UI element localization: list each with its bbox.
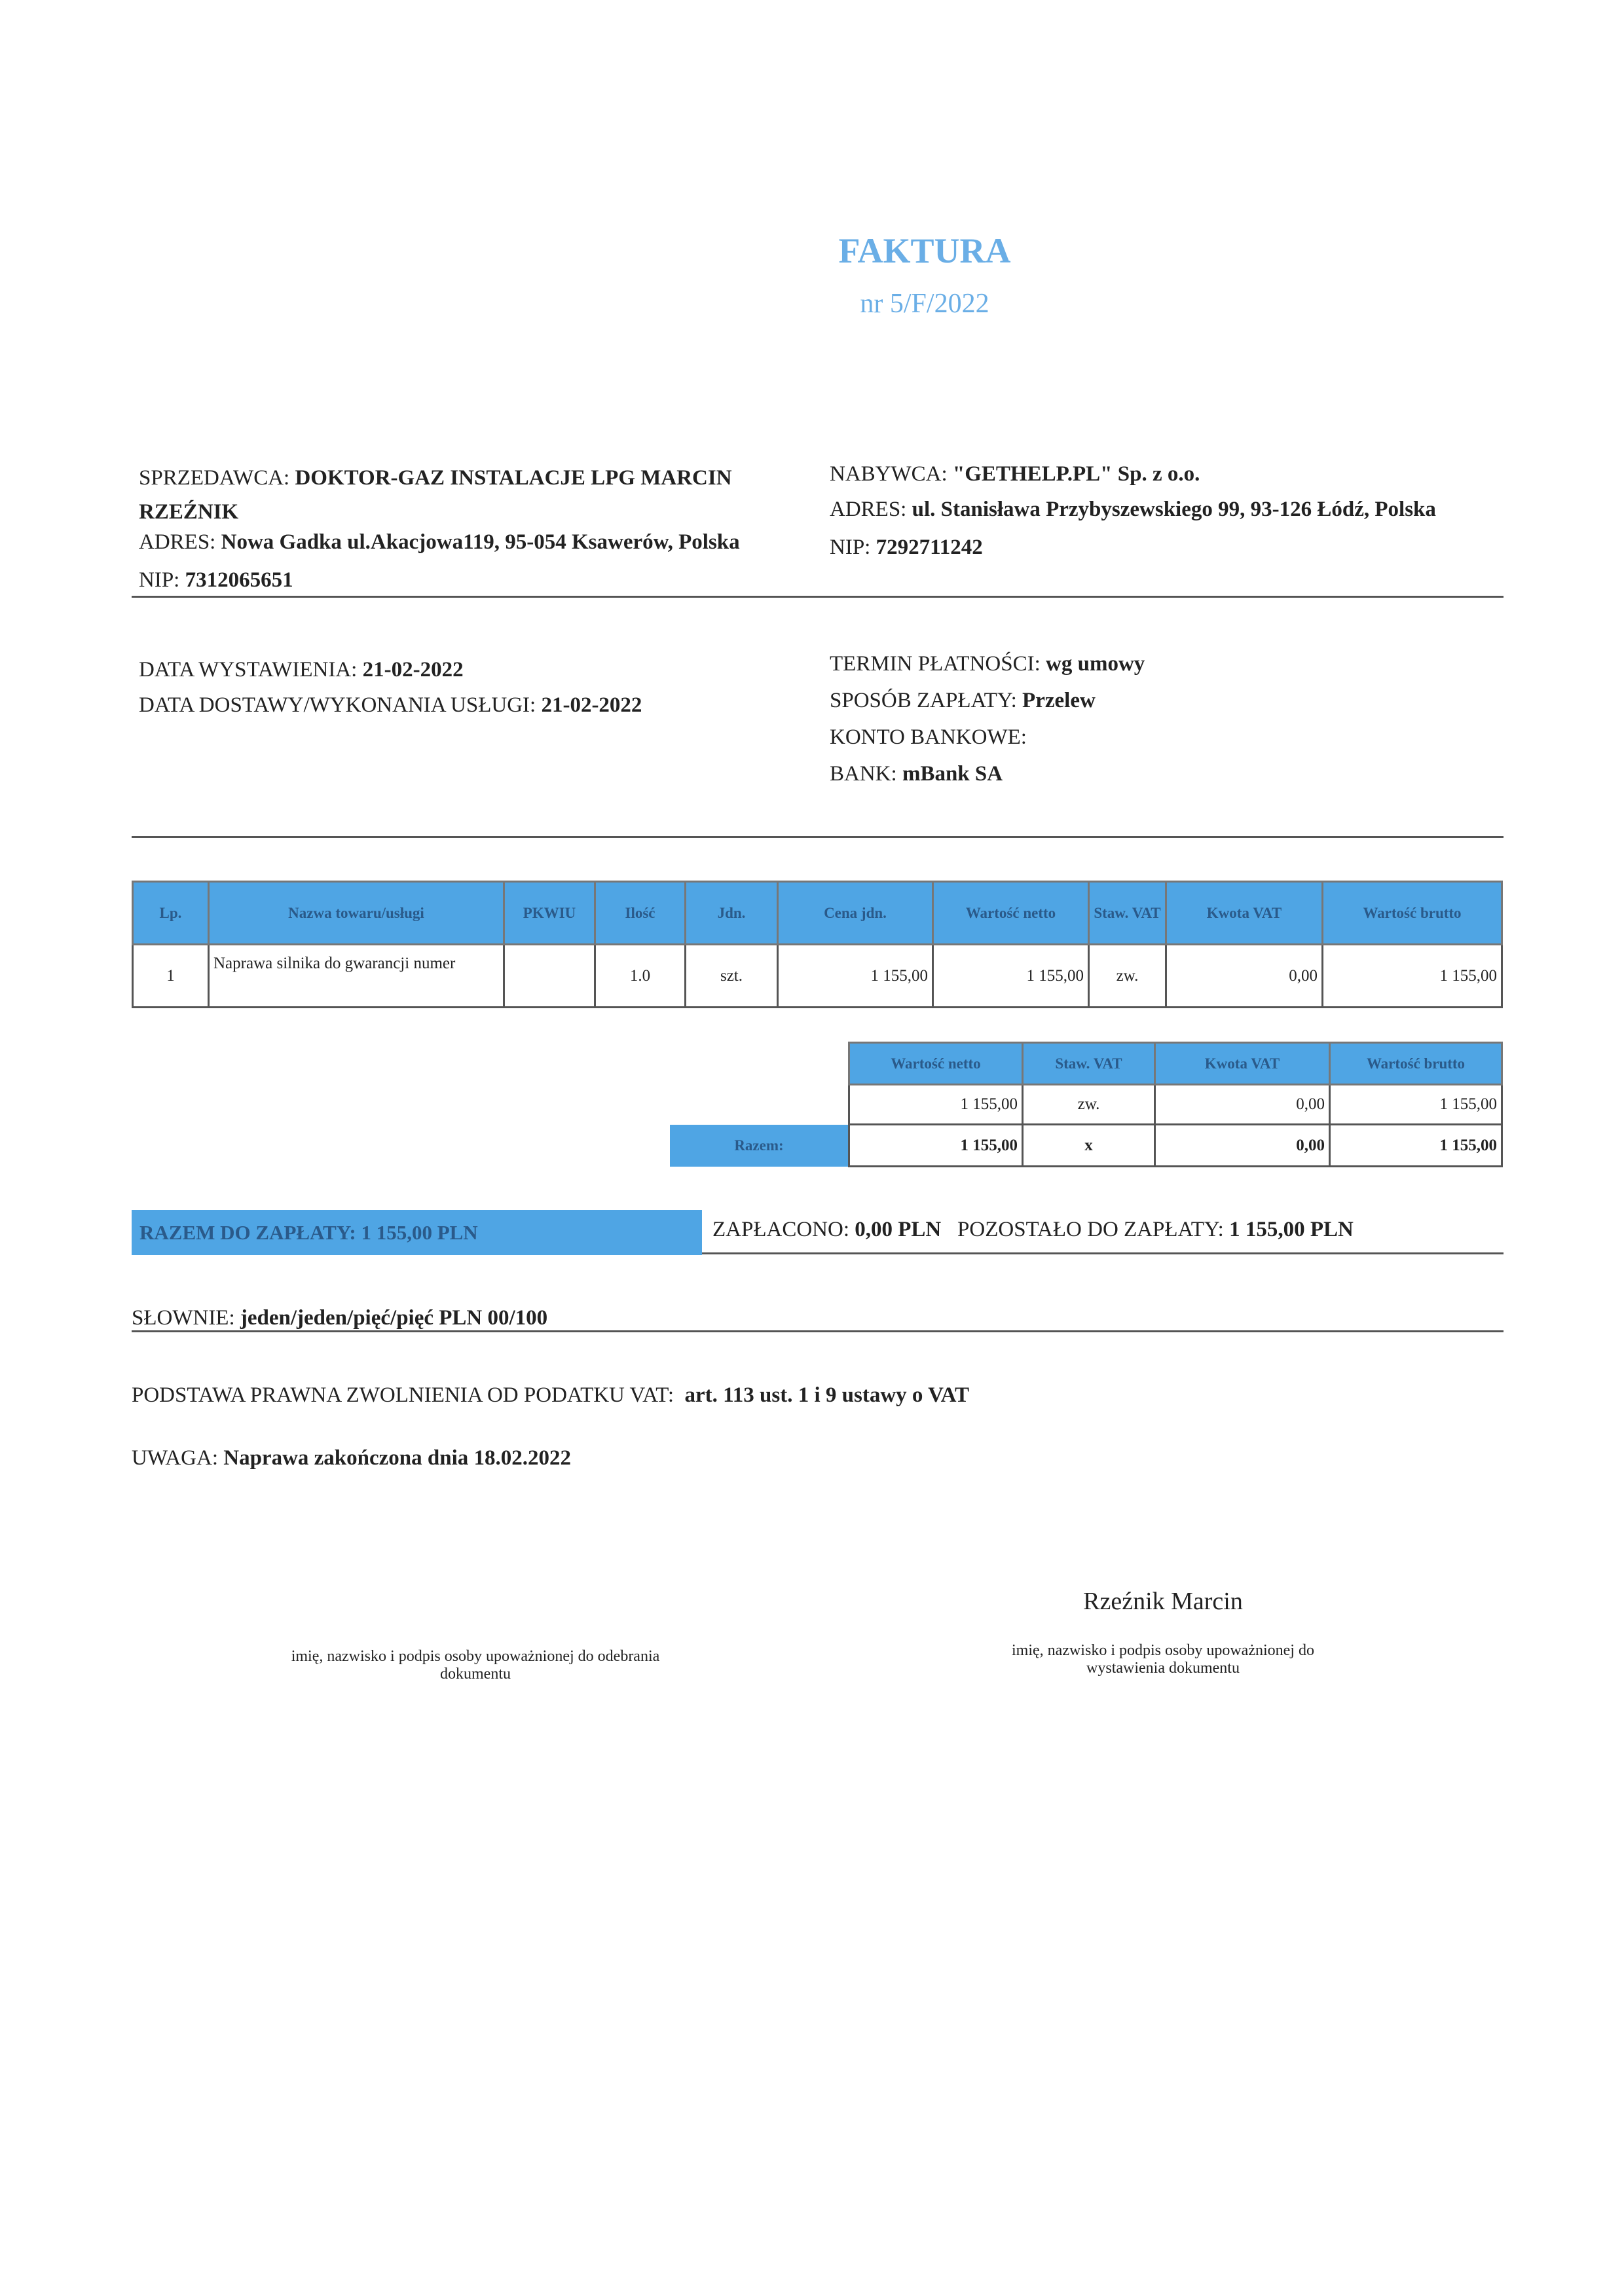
cell-vat-amount: 0,00: [1165, 943, 1323, 1008]
bank-account-label: KONTO BANKOWE:: [830, 725, 1027, 749]
col-header: Kwota VAT: [1165, 881, 1323, 945]
total-net: 1 155,00: [848, 1123, 1024, 1167]
sum-vat-amount: 0,00: [1154, 1084, 1331, 1125]
buyer-address-label: ADRES:: [830, 498, 907, 521]
table-row: 1 Naprawa silnika do gwarancji numer 1.0…: [132, 943, 1503, 1008]
total-vat-amount: 0,00: [1154, 1123, 1331, 1167]
issuer-caption: imię, nazwisko i podpis osoby upoważnion…: [1012, 1642, 1314, 1677]
sum-vat-rate: zw.: [1022, 1084, 1156, 1125]
buyer-address: ul. Stanisława Przybyszewskiego 99, 93-1…: [912, 498, 1436, 521]
bank-label: BANK:: [830, 762, 897, 786]
total-label: Razem:: [670, 1124, 849, 1167]
summary-row: 1 155,00 zw. 0,00 1 155,00: [670, 1084, 1503, 1125]
cell-gross: 1 155,00: [1321, 943, 1503, 1008]
col-header: Staw. VAT: [1088, 881, 1167, 945]
divider: [132, 596, 1504, 598]
cell-unit: szt.: [684, 943, 779, 1008]
cell-unit-price: 1 155,00: [777, 943, 934, 1008]
note-label: UWAGA:: [132, 1446, 218, 1470]
payment-term-label: TERMIN PŁATNOŚCI:: [830, 652, 1041, 676]
seller-address: Nowa Gadka ul.Akacjowa119, 95-054 Ksawer…: [221, 530, 740, 554]
receiver-caption: imię, nazwisko i podpis osoby upoważnion…: [291, 1648, 660, 1683]
total-vat-rate: x: [1022, 1123, 1156, 1167]
cell-name: Naprawa silnika do gwarancji numer: [208, 943, 505, 1008]
seller-nip-label: NIP:: [139, 568, 180, 592]
col-header: Lp.: [132, 881, 210, 945]
divider: [702, 1252, 1504, 1254]
col-header: Ilość: [594, 881, 686, 945]
buyer-nip: 7292711242: [876, 536, 983, 559]
issuer-signature-name: Rzeźnik Marcin: [1083, 1588, 1243, 1615]
sum-header: Kwota VAT: [1154, 1042, 1331, 1085]
col-header: Jdn.: [684, 881, 779, 945]
cell-vat-rate: zw.: [1088, 943, 1167, 1008]
col-header: PKWIU: [503, 881, 596, 945]
col-header: Wartość netto: [932, 881, 1090, 945]
amount-in-words: jeden/jeden/pięć/pięć PLN 00/100: [240, 1306, 548, 1330]
amount-due-box: RAZEM DO ZAPŁATY: 1 155,00 PLN: [132, 1210, 702, 1255]
sum-header: Wartość netto: [848, 1042, 1024, 1085]
col-header: Nazwa towaru/usługi: [208, 881, 505, 945]
issue-date: 21-02-2022: [362, 658, 464, 682]
remaining-amount: 1 155,00 PLN: [1229, 1218, 1354, 1241]
total-gross: 1 155,00: [1329, 1123, 1503, 1167]
divider: [132, 1330, 1504, 1332]
seller-name: DOKTOR-GAZ INSTALACJE LPG MARCIN: [295, 466, 732, 490]
buyer-nip-label: NIP:: [830, 536, 871, 559]
items-header-row: Lp. Nazwa towaru/usługi PKWIU Ilość Jdn.…: [132, 881, 1503, 945]
summary-table: Wartość netto Staw. VAT Kwota VAT Wartoś…: [670, 1042, 1503, 1167]
divider: [132, 836, 1504, 838]
buyer-name: "GETHELP.PL" Sp. z o.o.: [952, 462, 1200, 486]
cell-lp: 1: [132, 943, 210, 1008]
legal-basis: art. 113 ust. 1 i 9 ustawy o VAT: [684, 1383, 970, 1407]
col-header: Cena jdn.: [777, 881, 934, 945]
payment-method: Przelew: [1022, 689, 1096, 712]
words-label: SŁOWNIE:: [132, 1306, 235, 1330]
paid-amount: 0,00 PLN: [855, 1218, 942, 1241]
delivery-date: 21-02-2022: [541, 693, 642, 717]
seller-label: SPRZEDAWCA:: [139, 466, 290, 490]
col-header: Wartość brutto: [1321, 881, 1503, 945]
sum-gross: 1 155,00: [1329, 1084, 1503, 1125]
sum-net: 1 155,00: [848, 1084, 1024, 1125]
cell-net: 1 155,00: [932, 943, 1090, 1008]
remaining-label: POZOSTAŁO DO ZAPŁATY:: [957, 1218, 1224, 1241]
note-value: Naprawa zakończona dnia 18.02.2022: [223, 1446, 572, 1470]
issue-date-label: DATA WYSTAWIENIA:: [139, 658, 358, 682]
seller-nip: 7312065651: [185, 568, 293, 592]
delivery-date-label: DATA DOSTAWY/WYKONANIA USŁUGI:: [139, 693, 536, 717]
sum-header: Staw. VAT: [1022, 1042, 1156, 1085]
summary-total-row: Razem: 1 155,00 x 0,00 1 155,00: [670, 1123, 1503, 1167]
paid-label: ZAPŁACONO:: [712, 1218, 850, 1241]
cell-pkwiu: [503, 943, 596, 1008]
invoice-number: nr 5/F/2022: [860, 289, 989, 319]
payment-term: wg umowy: [1046, 652, 1145, 676]
seller-name-2: RZEŹNIK: [139, 500, 239, 524]
sum-header: Wartość brutto: [1329, 1042, 1503, 1085]
bank-name: mBank SA: [902, 762, 1003, 786]
items-table: Lp. Nazwa towaru/usługi PKWIU Ilość Jdn.…: [132, 881, 1503, 1008]
seller-address-label: ADRES:: [139, 530, 216, 554]
buyer-label: NABYWCA:: [830, 462, 948, 486]
legal-basis-label: PODSTAWA PRAWNA ZWOLNIENIA OD PODATKU VA…: [132, 1383, 674, 1407]
cell-qty: 1.0: [594, 943, 686, 1008]
payment-method-label: SPOSÓB ZAPŁATY:: [830, 689, 1017, 712]
document-title: FAKTURA: [838, 231, 1011, 270]
